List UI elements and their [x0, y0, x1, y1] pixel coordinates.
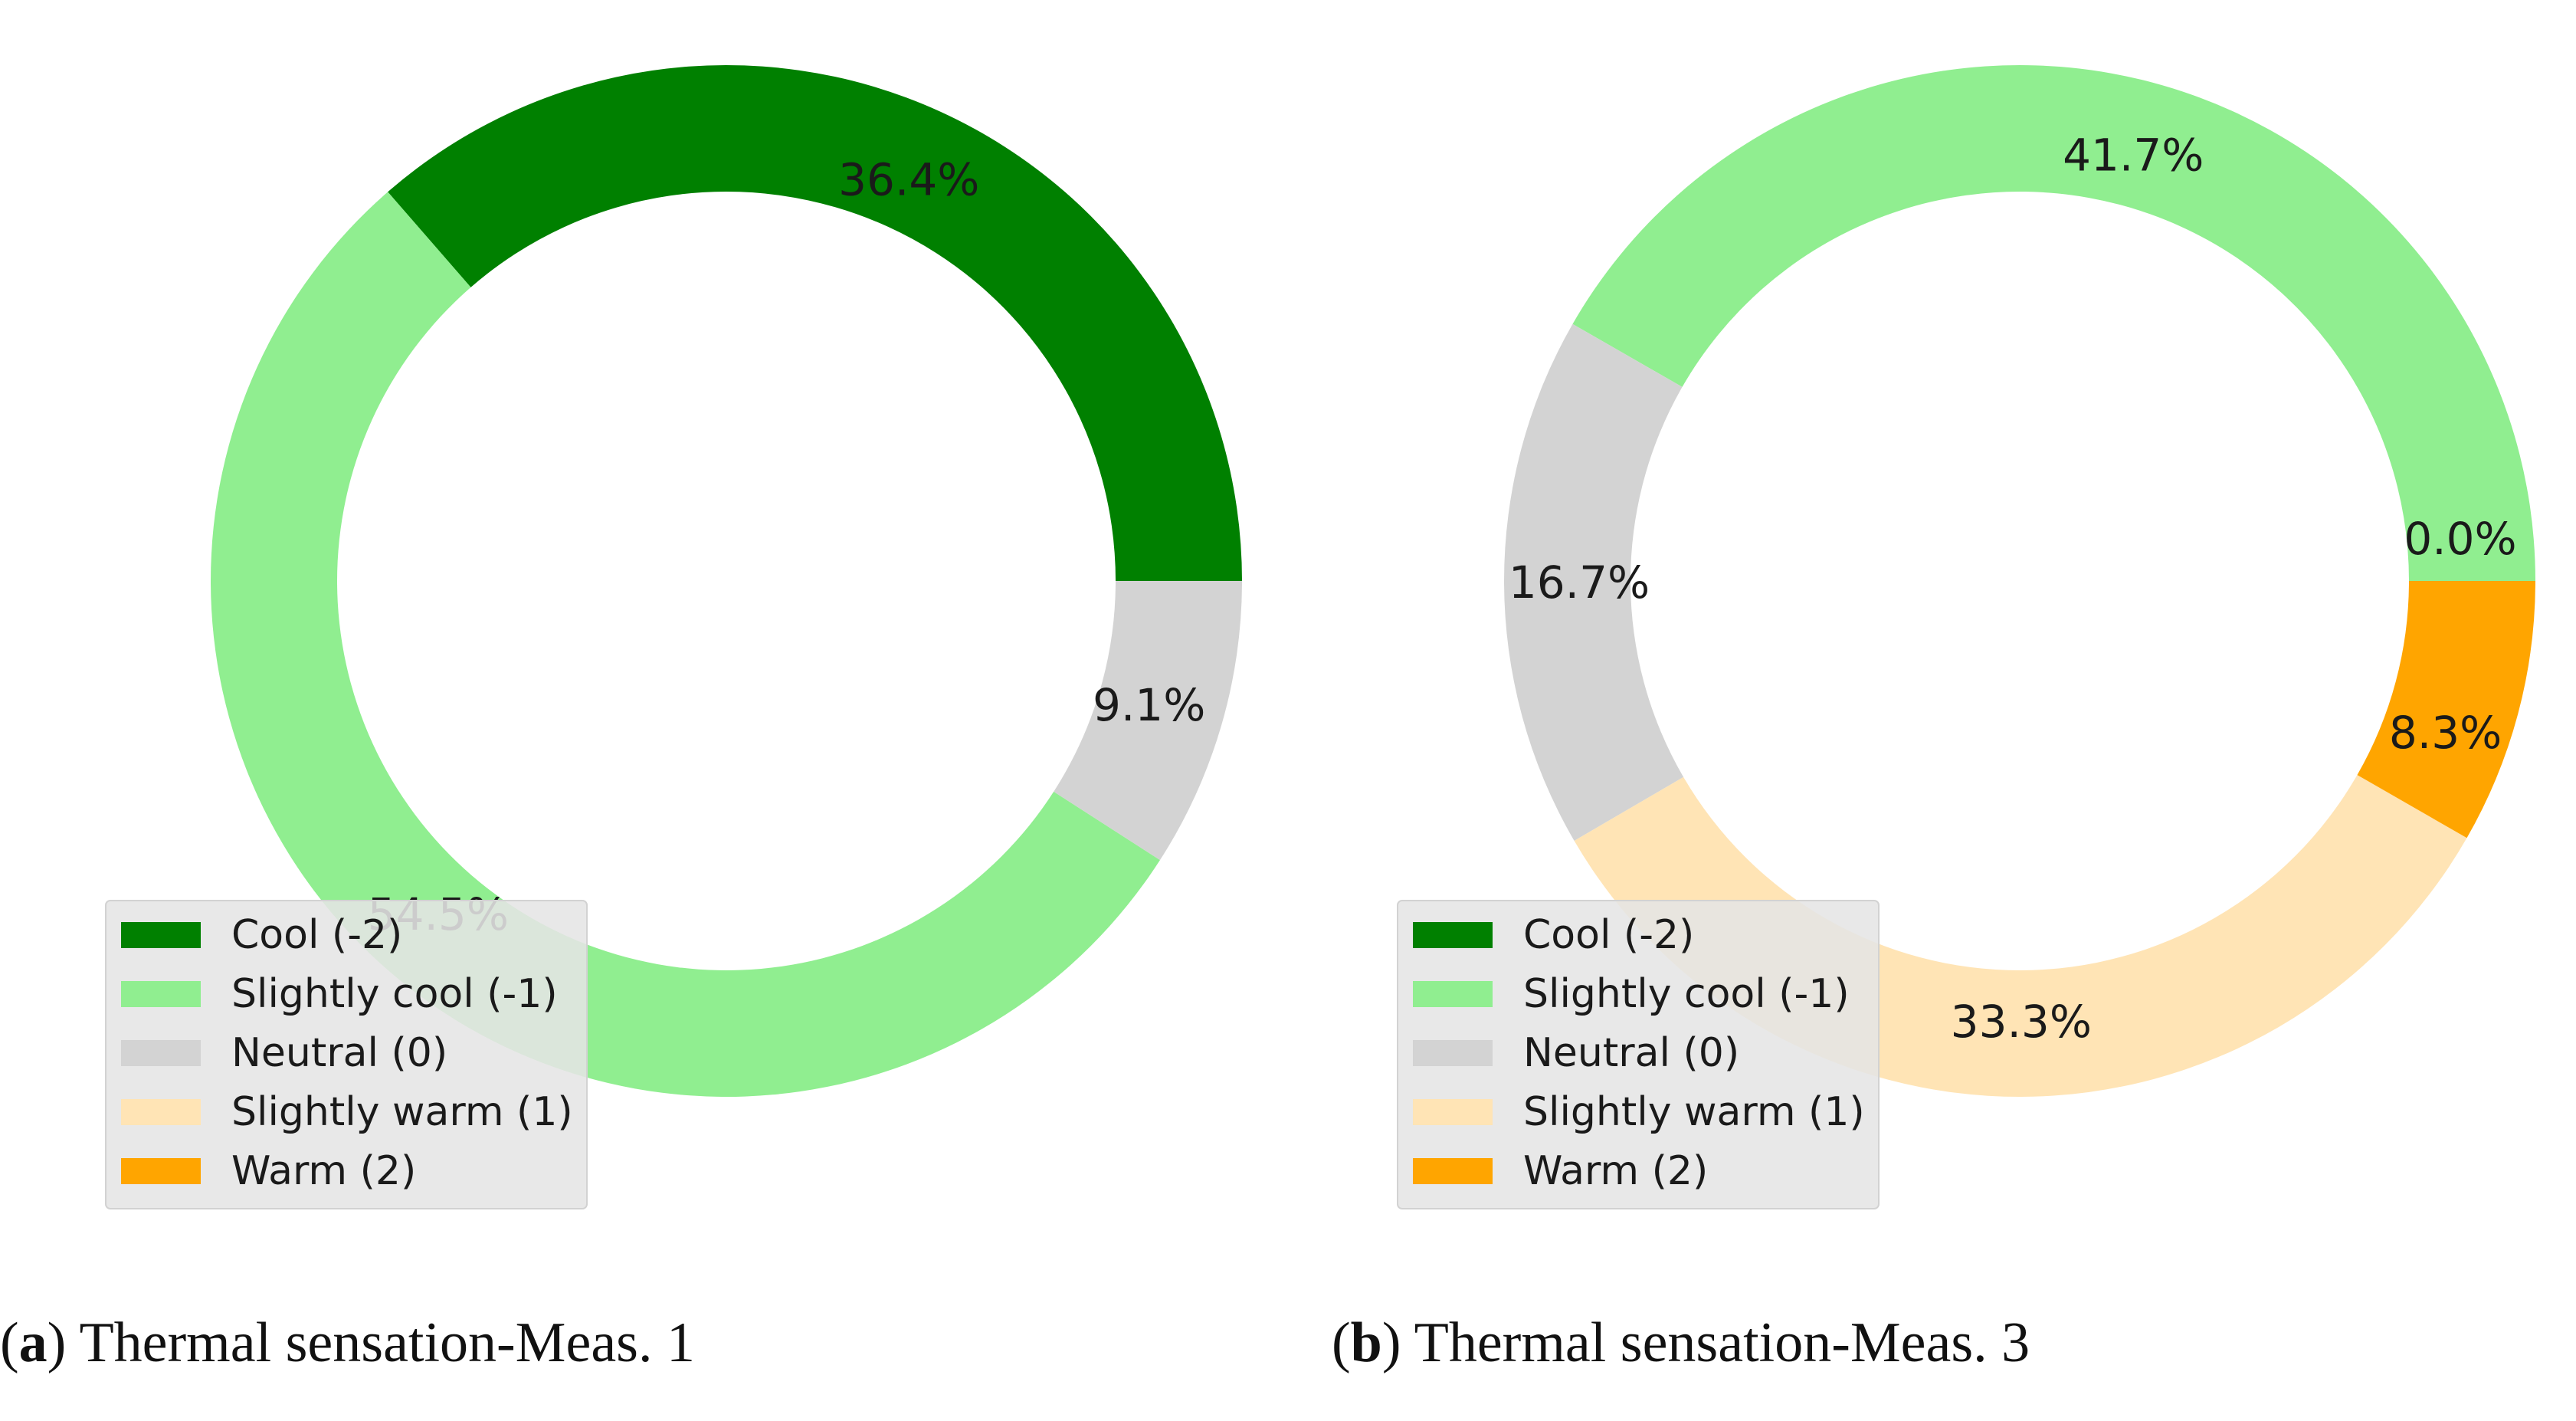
- slice-label-a-1: 36.4%: [838, 154, 979, 206]
- caption-a: (a) Thermal sensation-Meas. 1: [0, 1311, 695, 1374]
- caption-b: (b) Thermal sensation-Meas. 3: [1332, 1311, 2030, 1374]
- slice-label-a-3: 9.1%: [1093, 679, 1205, 731]
- legend-label-a-3: Neutral (0): [231, 1030, 447, 1076]
- slice-b-2: [1572, 65, 2535, 581]
- legend-swatch-a-3: [121, 1040, 201, 1066]
- slice-label-b-3: 16.7%: [1509, 556, 1650, 609]
- legend-swatch-a-1: [121, 922, 201, 948]
- slice-label-b-1: 0.0%: [2404, 513, 2516, 565]
- legend-label-b-1: Cool (-2): [1523, 912, 1694, 958]
- caption-b-letter: b: [1350, 1311, 1382, 1374]
- legend-swatch-b-5: [1413, 1158, 1493, 1184]
- caption-a-letter: a: [18, 1311, 48, 1374]
- donut-chart-b: 0.0% 41.7% 16.7% 33.3% 8.3% Cool (-2) Slightly…: [1397, 65, 2535, 1209]
- legend-b: Cool (-2) Slightly cool (-1) Neutral (0) Sl…: [1397, 900, 1880, 1209]
- slice-a-2: [210, 192, 1160, 1098]
- slice-label-b-2: 41.7%: [2063, 129, 2204, 181]
- legend-swatch-b-2: [1413, 981, 1493, 1007]
- slice-a-3: [1054, 581, 1242, 861]
- slice-b-3: [1504, 323, 1684, 841]
- legend-label-b-4: Slightly warm (1): [1523, 1089, 1865, 1135]
- legend-box-b: [1397, 900, 1880, 1209]
- legend-a: Cool (-2) Slightly cool (-1) Neutral (0) Sl…: [105, 900, 588, 1209]
- slice-label-b-4: 33.3%: [1951, 996, 2092, 1048]
- legend-swatch-a-2: [121, 981, 201, 1007]
- legend-swatch-a-4: [121, 1099, 201, 1125]
- legend-swatch-b-3: [1413, 1040, 1493, 1066]
- legend-swatch-b-4: [1413, 1099, 1493, 1125]
- legend-label-a-5: Warm (2): [231, 1148, 416, 1194]
- legend-label-b-2: Slightly cool (-1): [1523, 971, 1850, 1017]
- legend-swatch-b-1: [1413, 922, 1493, 948]
- slice-a-1: [388, 65, 1242, 582]
- legend-box-a: [105, 900, 588, 1209]
- caption-b-text: Thermal sensation-Meas. 3: [1401, 1311, 2030, 1374]
- legend-label-a-4: Slightly warm (1): [231, 1089, 573, 1135]
- slice-label-b-5: 8.3%: [2389, 707, 2502, 759]
- legend-swatch-a-5: [121, 1158, 201, 1184]
- legend-label-a-2: Slightly cool (-1): [231, 971, 558, 1017]
- donut-chart-a: 36.4%54.5%9.1%Cool (-2)Slightly cool (-1…: [105, 65, 1242, 1209]
- legend-label-b-3: Neutral (0): [1523, 1030, 1739, 1076]
- legend-label-b-5: Warm (2): [1523, 1148, 1708, 1194]
- caption-a-text: Thermal sensation-Meas. 1: [66, 1311, 695, 1374]
- slice-b-5: [2357, 581, 2535, 838]
- legend-label-a-1: Cool (-2): [231, 912, 402, 958]
